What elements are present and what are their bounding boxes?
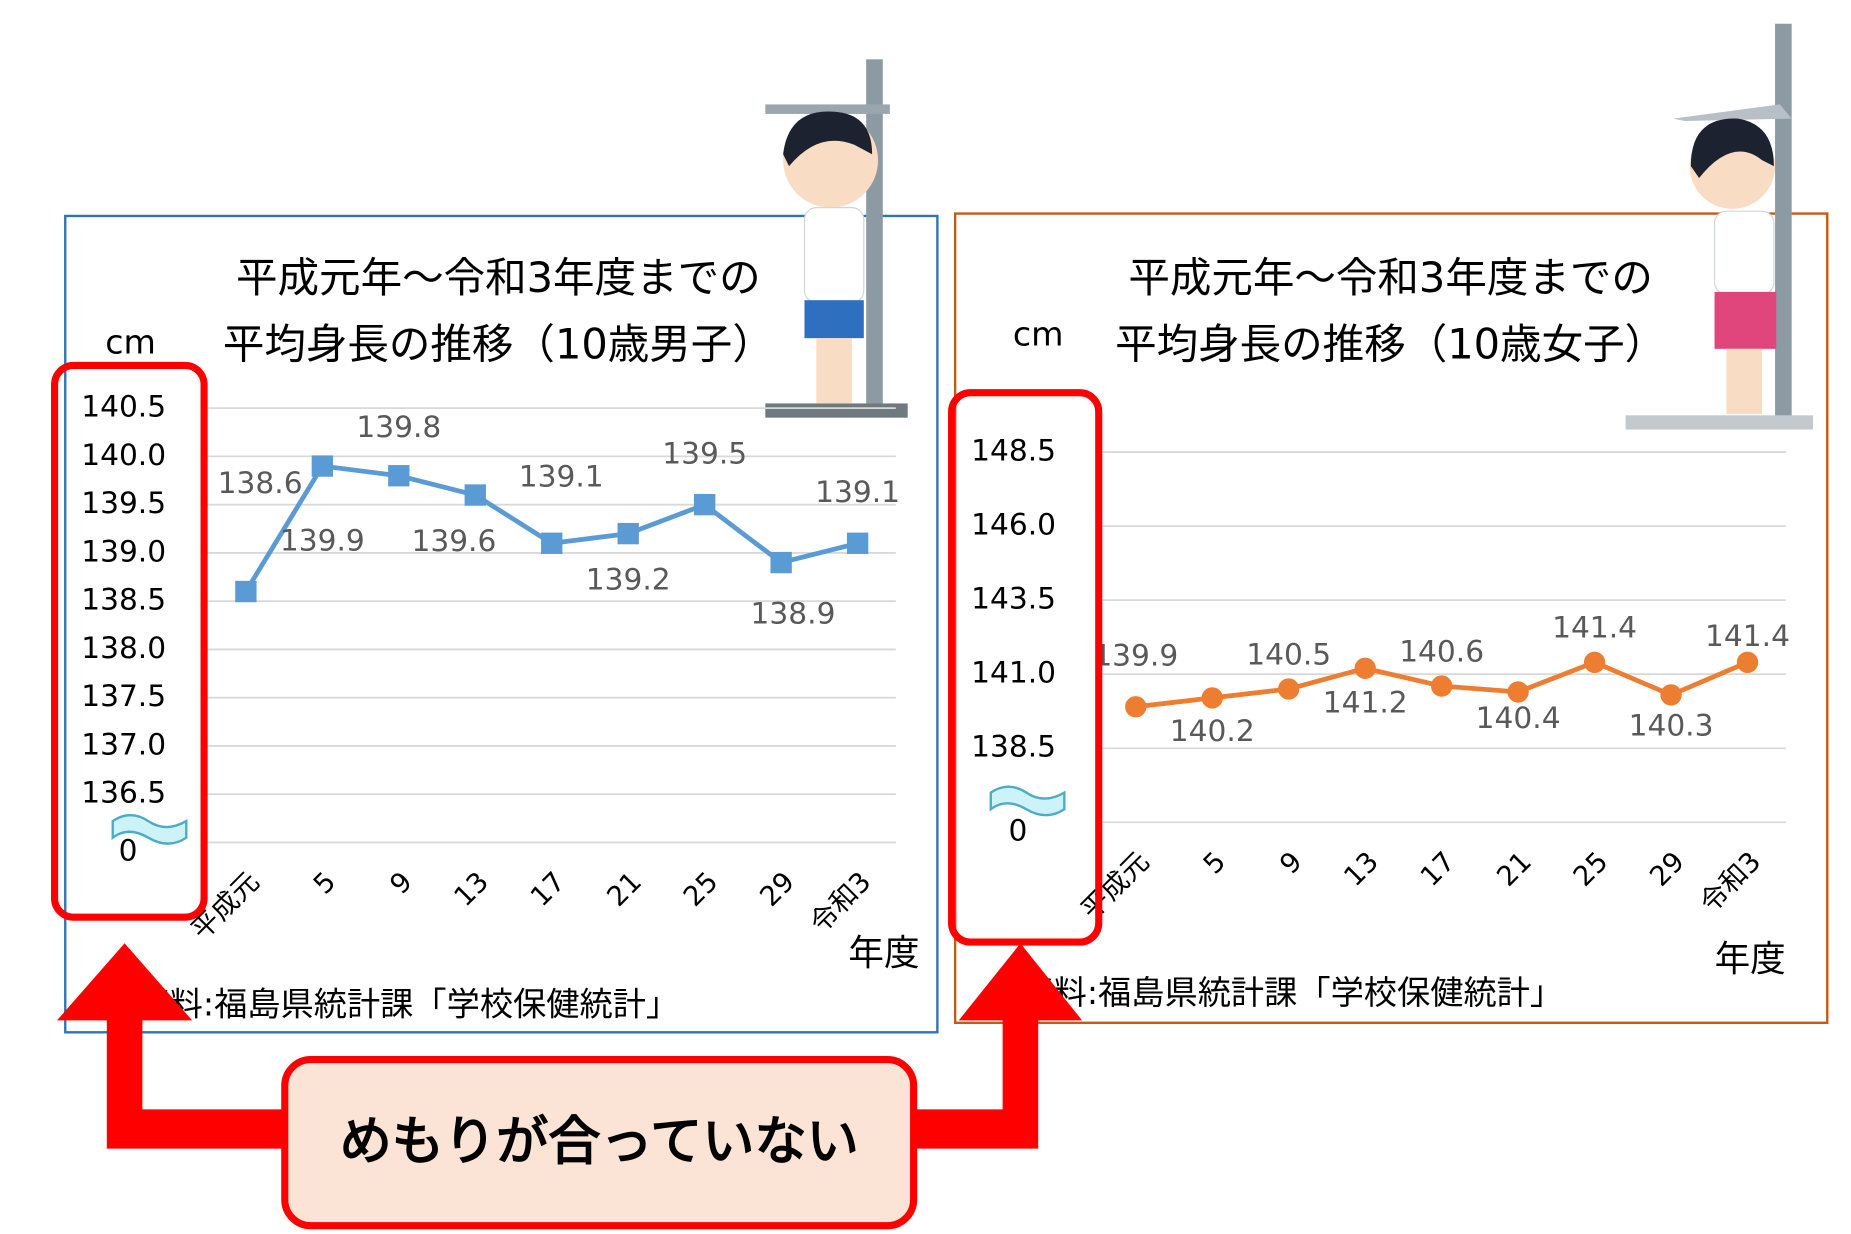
- point: [388, 465, 410, 487]
- data-label: 140.5: [1246, 636, 1331, 671]
- y-tick-label: 143.5: [971, 581, 1056, 616]
- data-label: 139.1: [815, 474, 900, 509]
- point: [617, 522, 639, 545]
- y-tick-label: 148.5: [971, 433, 1056, 468]
- axis-break: [111, 813, 188, 845]
- point: [846, 532, 869, 554]
- source: 資料:福島県統計課「学校保健統計」: [136, 985, 679, 1024]
- y-tick-label: 138.5: [971, 729, 1056, 764]
- y-tick-label: 137.0: [81, 726, 166, 761]
- data-label: 139.9: [280, 523, 365, 558]
- x-axis-label: 年度: [1715, 939, 1786, 980]
- illustration: [765, 23, 1814, 430]
- y-tick-label: 140.0: [81, 437, 166, 472]
- y-tick-label: 137.5: [81, 678, 166, 713]
- chart-frame: [64, 214, 939, 1034]
- point: [1660, 684, 1682, 706]
- highlight-box: [51, 361, 208, 921]
- y-tick-label: 0: [119, 832, 138, 867]
- data-label: 141.4: [1705, 618, 1790, 653]
- point: [311, 455, 334, 477]
- x-axis-label: 年度: [848, 933, 919, 974]
- point: [235, 580, 257, 603]
- data-label: 138.6: [218, 465, 303, 500]
- arrow: [913, 943, 1083, 1149]
- chart-title: 平均身長の推移（10歳男子）: [223, 320, 774, 369]
- y-tick-label: 139.5: [81, 485, 166, 520]
- point: [1125, 696, 1147, 718]
- data-label: 140.3: [1629, 707, 1714, 742]
- data-label: 139.1: [519, 459, 604, 494]
- point: [1736, 651, 1759, 674]
- data-label: 139.2: [586, 562, 671, 597]
- data-label: 139.9: [1093, 637, 1178, 672]
- data-label: 140.2: [1170, 713, 1255, 748]
- annotation: めもりが合っていない: [340, 1112, 859, 1172]
- point: [1278, 678, 1300, 700]
- data-label: 138.9: [751, 595, 836, 630]
- data-label: 140.6: [1399, 633, 1484, 668]
- highlight-box: [948, 389, 1103, 946]
- point: [1201, 687, 1223, 709]
- data-label: 139.8: [356, 409, 441, 444]
- arrow: [56, 943, 285, 1149]
- point: [541, 532, 563, 554]
- y-tick-label: 138.0: [81, 630, 166, 665]
- y-tick-label: 136.5: [81, 775, 166, 810]
- source: 資料:福島県統計課「学校保健統計」: [1020, 973, 1563, 1012]
- data-label: 140.4: [1476, 700, 1561, 735]
- chart-title: 平成元年～令和3年度までの: [236, 253, 761, 302]
- point: [464, 484, 486, 506]
- y-tick-label: 0: [1009, 812, 1028, 847]
- y-tick-label: 138.5: [81, 582, 166, 617]
- point: [1430, 675, 1453, 697]
- annotation-box: [281, 1056, 918, 1230]
- chart-title: 平均身長の推移（10歳女子）: [1115, 320, 1666, 369]
- point: [693, 493, 716, 516]
- chart-title: 平成元年～令和3年度までの: [1128, 253, 1653, 302]
- point: [770, 551, 792, 574]
- point: [1507, 681, 1529, 703]
- y-axis-label: cm: [1013, 314, 1064, 353]
- data-label: 139.6: [411, 523, 496, 558]
- data-label: 139.5: [662, 435, 747, 470]
- point: [1354, 657, 1376, 679]
- axis-break: [989, 785, 1066, 817]
- data-label: 141.2: [1323, 684, 1408, 719]
- point: [1583, 651, 1606, 674]
- y-tick-label: 139.0: [81, 533, 166, 568]
- data-label: 141.4: [1552, 610, 1637, 645]
- y-tick-label: 141.0: [971, 655, 1056, 690]
- y-tick-label: 140.5: [81, 389, 166, 424]
- y-axis-label: cm: [105, 323, 156, 362]
- y-tick-label: 146.0: [971, 507, 1056, 542]
